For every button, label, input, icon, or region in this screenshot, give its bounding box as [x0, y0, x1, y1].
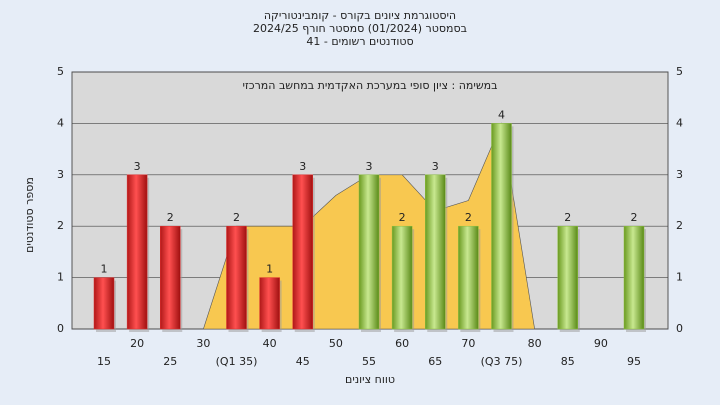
x-tick-label: 95	[627, 355, 641, 368]
y2-tick-label: 5	[676, 65, 683, 78]
x-tick-label: 20	[130, 337, 144, 350]
bar	[458, 225, 479, 330]
data-label: 3	[299, 160, 306, 173]
chart-subtitle: בסמסטר (01/2024) סמסטר חורף 2024/25	[253, 22, 467, 35]
y2-tick-label: 0	[676, 322, 683, 335]
y-axis-label: מספר סטודנטים	[23, 177, 36, 253]
x-tick-label: 90	[594, 337, 608, 350]
y-tick-label: 4	[57, 116, 64, 129]
bar	[93, 277, 115, 330]
bar	[623, 225, 645, 330]
x-tick-label: 65	[428, 355, 442, 368]
y2-tick-label: 2	[676, 219, 683, 232]
y2-tick-label: 1	[676, 271, 683, 284]
data-label: 2	[399, 211, 406, 224]
data-label: 3	[366, 160, 373, 173]
bar	[391, 225, 413, 330]
data-label: 2	[631, 211, 638, 224]
x-tick-label: (Q1 35)	[216, 355, 258, 368]
x-tick-label: 40	[263, 337, 277, 350]
y-tick-label: 5	[57, 65, 64, 78]
annotation: במשימה : ציון סופי במערכת האקדמית במחשב …	[243, 79, 498, 92]
bar	[160, 225, 181, 330]
bar	[226, 225, 247, 330]
x-tick-label: 70	[461, 337, 475, 350]
bar	[259, 277, 280, 330]
data-label: 2	[564, 211, 571, 224]
bar	[557, 225, 578, 330]
chart-title: היסטוגרמת ציונים בקורס - קומבינטוריקה	[264, 9, 456, 22]
data-label: 3	[134, 160, 141, 173]
bar	[126, 174, 148, 330]
data-label: 1	[266, 263, 273, 276]
x-tick-label: 15	[97, 355, 111, 368]
x-axis-label: טווח ציונים	[345, 373, 395, 386]
x-tick-label: 45	[296, 355, 310, 368]
x-tick-label: (Q3 75)	[481, 355, 523, 368]
data-label: 2	[465, 211, 472, 224]
y-tick-label: 3	[57, 168, 64, 181]
x-tick-label: 50	[329, 337, 343, 350]
y-tick-label: 2	[57, 219, 64, 232]
y-tick-label: 1	[57, 271, 64, 284]
data-label: 1	[101, 263, 108, 276]
y-tick-label: 0	[57, 322, 64, 335]
x-tick-label: 80	[528, 337, 542, 350]
bar	[292, 174, 313, 330]
x-tick-label: 30	[196, 337, 210, 350]
data-label: 2	[167, 211, 174, 224]
bar	[358, 174, 380, 330]
x-tick-label: 60	[395, 337, 409, 350]
data-label: 3	[432, 160, 439, 173]
bar	[491, 123, 512, 330]
chart-subtitle: 41 - סטודנטים רשומים	[306, 35, 413, 48]
x-tick-label: 55	[362, 355, 376, 368]
x-tick-label: 85	[561, 355, 575, 368]
data-label: 4	[498, 108, 505, 121]
y2-tick-label: 3	[676, 168, 683, 181]
x-tick-label: 25	[163, 355, 177, 368]
y2-tick-label: 4	[676, 116, 683, 129]
data-label: 2	[233, 211, 240, 224]
bar	[425, 174, 446, 330]
